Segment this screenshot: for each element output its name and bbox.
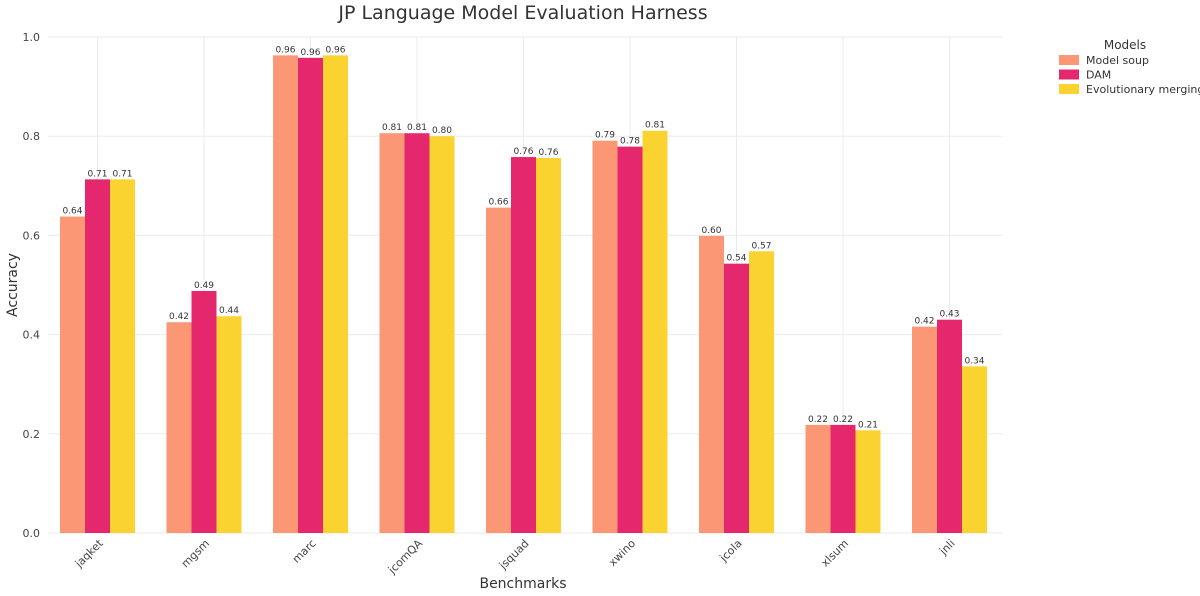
bar-value-label: 0.81 [407,123,427,133]
bar-value-label: 0.79 [595,131,615,141]
bar-value-label: 0.42 [169,312,189,322]
bar-value-label: 0.34 [964,356,984,366]
x-tick-label: jcola [717,537,745,565]
bar-value-label: 0.44 [219,306,239,316]
bar-value-label: 0.71 [112,169,132,179]
y-axis: 0.0 0.2 0.4 0.6 0.8 1.0 [23,31,41,540]
bar [724,263,749,533]
legend-label: Model soup [1086,54,1149,67]
x-tick-label: xwino [606,537,638,569]
legend-swatch [1059,69,1079,80]
bar-value-label: 0.71 [87,169,107,179]
bar-value-label: 0.22 [833,415,853,425]
bar [511,157,536,534]
data-labels: 0.64 0.71 0.71 0.42 0.49 0.44 0.96 0.96 0.96 0.81… [62,45,984,430]
y-tick-label: 0.8 [23,130,41,143]
x-tick-label: jaqket [72,536,106,570]
bar [912,326,937,533]
legend-label: Evolutionary merging [1086,83,1200,96]
y-tick-label: 0.6 [23,229,41,242]
bar [855,430,881,533]
bar-value-label: 0.96 [275,45,295,55]
bar [273,55,298,534]
y-tick-label: 0.4 [23,329,41,342]
legend-swatch [1059,55,1079,65]
x-tick-label: marc [290,537,319,566]
bar-value-label: 0.96 [300,48,320,58]
bar-value-label: 0.66 [488,198,508,208]
bar [60,216,85,533]
x-axis-title: Benchmarks [479,576,566,592]
x-tick-label: jnli [936,537,957,558]
bar-value-label: 0.22 [808,415,828,425]
legend-label: DAM [1086,69,1111,82]
bar [298,57,323,533]
bar [404,133,430,533]
bar [937,319,962,533]
bar [536,158,561,534]
x-tick-label: xlsum [819,537,852,570]
bar [592,140,618,533]
legend-title: Models [1104,38,1146,52]
legend-swatch [1059,84,1079,94]
bar-value-label: 0.64 [62,207,82,217]
bar-value-label: 0.54 [726,254,746,264]
y-axis-title: Accuracy [5,253,21,317]
bar-value-label: 0.21 [858,420,878,430]
bar-value-label: 0.57 [751,241,771,251]
bar-value-label: 0.76 [538,148,558,158]
bar [429,136,455,533]
bar [486,207,511,533]
bar-value-label: 0.60 [701,226,721,236]
bar [642,130,668,533]
bar [85,179,110,534]
x-tick-label: mgsm [179,537,212,570]
bar-value-label: 0.42 [914,317,934,327]
bar-value-label: 0.76 [513,147,533,157]
bar [830,424,856,533]
y-tick-label: 1.0 [23,31,41,44]
bar [216,316,242,533]
chart-title: JP Language Model Evaluation Harness [337,2,707,24]
bar [962,366,987,533]
y-tick-label: 0.2 [23,428,41,441]
bar [379,133,405,533]
bars [60,55,987,534]
bar-value-label: 0.80 [432,126,452,136]
bar [749,251,774,533]
bar [699,235,724,533]
bar [617,146,643,533]
x-tick-label: jsquad [496,537,532,573]
y-tick-label: 0.0 [23,527,41,540]
bar [805,424,831,533]
x-axis: jaqket mgsm marc jcomQA jsquad xwino jcola xlsu… [72,536,958,577]
bar-value-label: 0.49 [194,281,214,291]
bar-value-label: 0.81 [382,123,402,133]
bar-value-label: 0.81 [645,121,665,131]
bar [323,55,348,534]
bar [166,322,192,533]
x-tick-label: jcomQA [385,537,425,577]
bar-value-label: 0.96 [325,45,345,55]
bar [110,179,135,534]
bar [191,290,217,533]
bar-value-label: 0.78 [620,137,640,147]
bar-value-label: 0.43 [939,310,959,320]
